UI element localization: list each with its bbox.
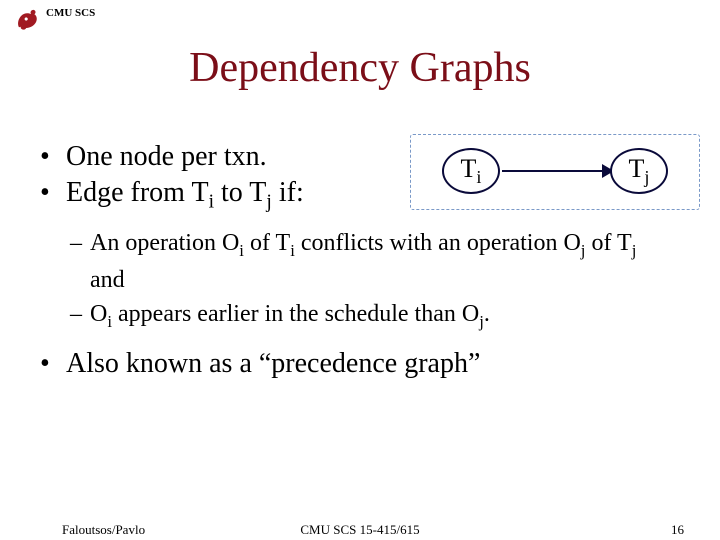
bullet-1: • One node per txn. — [40, 140, 680, 174]
bullet-marker: • — [40, 176, 66, 210]
sub-bullet-marker: – — [70, 228, 90, 258]
slide-title: Dependency Graphs — [0, 44, 720, 92]
sub-bullet-1-text: An operation Oi of Ti conflicts with an … — [90, 228, 650, 296]
header-label: CMU SCS — [46, 7, 95, 19]
bullet-marker: • — [40, 140, 66, 174]
bullet-2-text: Edge from Ti to Tj if: — [66, 176, 304, 220]
bullet-3: • Also known as a “precedence graph” — [40, 347, 680, 381]
footer-course: CMU SCS 15-415/615 — [0, 522, 720, 538]
footer-page-number: 16 — [671, 522, 684, 538]
sub-bullet-2: – Oi appears earlier in the schedule tha… — [70, 299, 680, 337]
bullet-3-text: Also known as a “precedence graph” — [66, 347, 480, 381]
cmu-griffin-icon — [14, 6, 40, 32]
sub-bullet-marker: – — [70, 299, 90, 329]
bullet-marker: • — [40, 347, 66, 381]
bullet-2: • Edge from Ti to Tj if: — [40, 176, 680, 220]
sub-bullet-2-text: Oi appears earlier in the schedule than … — [90, 299, 490, 337]
sub-bullet-1: – An operation Oi of Ti conflicts with a… — [70, 228, 680, 296]
bullet-1-text: One node per txn. — [66, 140, 267, 174]
slide-body: • One node per txn. • Edge from Ti to Tj… — [40, 140, 680, 383]
slide-header: CMU SCS — [14, 6, 95, 32]
